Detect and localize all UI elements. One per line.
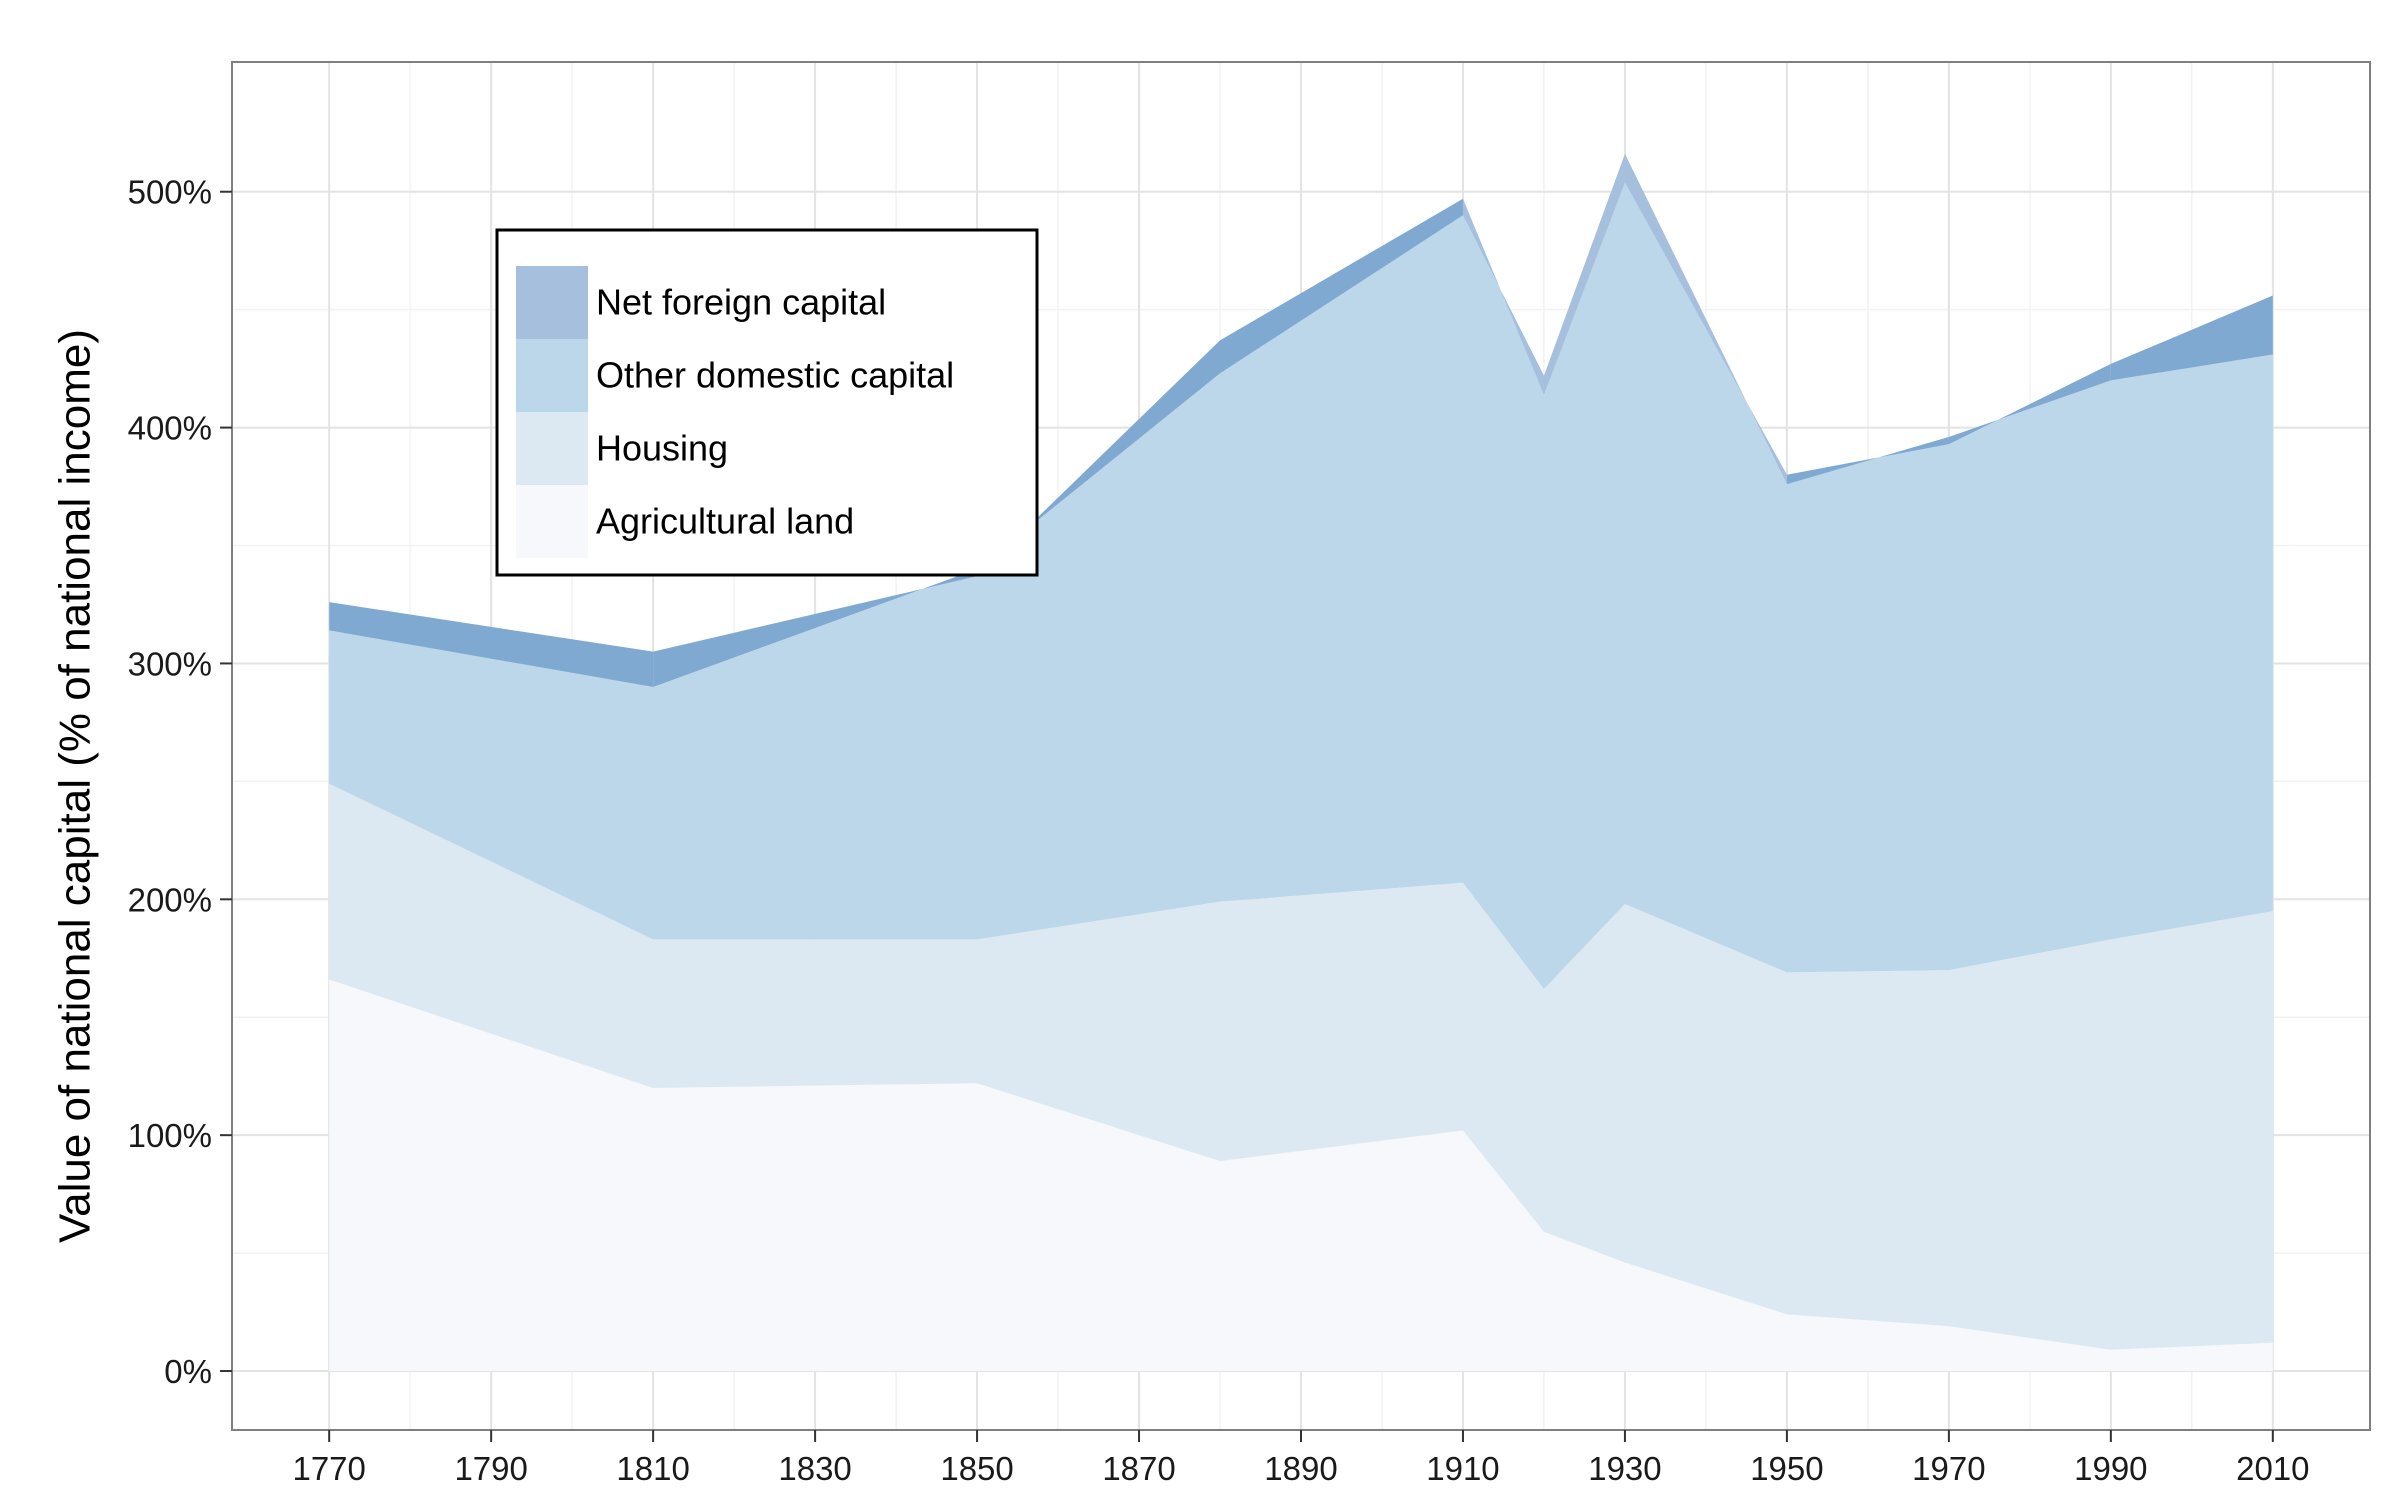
y-tick-label: 100% [128, 1117, 212, 1154]
x-tick-label: 1870 [1102, 1450, 1175, 1487]
x-axis: 1770 1790 1810 1830 1850 1870 1890 1910 1930 1950… [292, 1430, 2310, 1487]
x-tick-label: 1850 [940, 1450, 1013, 1487]
x-tick-label: 1790 [454, 1450, 527, 1487]
legend-key [516, 339, 588, 412]
area-net-foreign-capital-segment [1624, 153, 1787, 485]
legend-label: Agricultural land [596, 501, 854, 542]
legend-label: Other domestic capital [596, 355, 954, 396]
x-tick-label: 2010 [2236, 1450, 2309, 1487]
legend-key [516, 412, 588, 485]
x-tick-label: 1990 [2074, 1450, 2147, 1487]
area-series [329, 153, 2273, 1372]
legend-label: Net foreign capital [596, 282, 886, 323]
area-other-domestic-capital [329, 153, 2273, 989]
area-net-foreign-capital-segment [329, 602, 654, 688]
y-tick-label: 400% [128, 410, 212, 447]
area-agricultural-land [329, 979, 2273, 1372]
y-axis-title: Value of national capital (% of national… [51, 329, 100, 1243]
legend: Net foreign capital Other domestic capita… [495, 228, 1039, 577]
x-tick-label: 1970 [1912, 1450, 1985, 1487]
x-tick-label: 1950 [1750, 1450, 1823, 1487]
legend-key [516, 266, 588, 339]
y-axis: 0% 100% 200% 300% 400% 500% [128, 174, 232, 1390]
area-net-foreign-capital-segment [1948, 363, 2111, 445]
legend-label: Housing [596, 428, 728, 469]
x-tick-label: 1890 [1264, 1450, 1337, 1487]
area-housing [329, 783, 2273, 1350]
area-net-foreign-capital-segment [977, 340, 1221, 577]
x-tick-label: 1830 [778, 1450, 851, 1487]
x-tick-label: 1930 [1588, 1450, 1661, 1487]
y-tick-label: 200% [128, 881, 212, 918]
area-net-foreign-capital-segment [1786, 437, 1949, 485]
y-tick-label: 500% [128, 174, 212, 211]
y-tick-label: 0% [164, 1353, 212, 1390]
area-net-foreign-capital-segment [2110, 295, 2273, 381]
area-net-foreign-capital-segment [653, 569, 978, 688]
area-net-foreign-capital-segment [1220, 198, 1463, 374]
legend-key [516, 485, 588, 558]
area-net-foreign-capital-segment [1543, 153, 1625, 395]
x-tick-label: 1770 [292, 1450, 365, 1487]
area-net-foreign-capital-segment [1462, 198, 1544, 395]
x-tick-label: 1910 [1426, 1450, 1499, 1487]
x-tick-label: 1810 [616, 1450, 689, 1487]
y-tick-label: 300% [128, 645, 212, 682]
